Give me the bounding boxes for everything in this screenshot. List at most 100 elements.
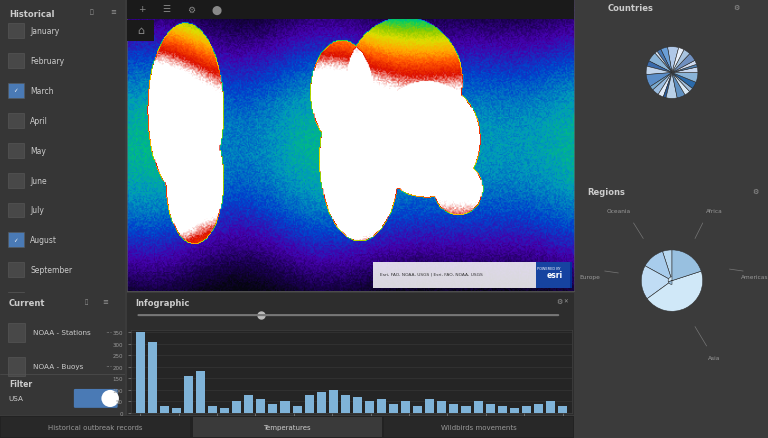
Bar (232, 402, 241, 413)
FancyBboxPatch shape (384, 417, 574, 437)
Wedge shape (646, 73, 672, 87)
Bar (293, 406, 302, 413)
Wedge shape (649, 54, 672, 73)
Wedge shape (672, 49, 684, 73)
FancyBboxPatch shape (74, 389, 118, 408)
Wedge shape (658, 73, 672, 98)
Text: February: February (30, 57, 65, 66)
Bar (377, 399, 386, 413)
Text: August: August (30, 236, 57, 245)
Text: ⬤: ⬤ (212, 5, 222, 14)
Text: Temperatures: Temperatures (263, 424, 311, 430)
FancyBboxPatch shape (8, 263, 24, 278)
Wedge shape (672, 73, 685, 99)
Text: Americas: Americas (741, 275, 768, 279)
Text: +: + (138, 5, 145, 14)
FancyBboxPatch shape (8, 323, 25, 342)
Text: Europe: Europe (579, 275, 600, 279)
FancyBboxPatch shape (8, 323, 24, 338)
FancyBboxPatch shape (8, 203, 24, 218)
Bar (172, 408, 181, 413)
Wedge shape (650, 73, 672, 91)
Bar (329, 390, 338, 413)
Text: September: September (30, 266, 72, 275)
Wedge shape (668, 251, 701, 285)
Bar (316, 392, 326, 413)
Bar (534, 404, 543, 413)
Bar (280, 402, 290, 413)
Wedge shape (646, 67, 672, 75)
FancyBboxPatch shape (8, 293, 24, 307)
Wedge shape (641, 266, 676, 299)
Text: Regions: Regions (588, 188, 625, 197)
Bar (365, 402, 374, 413)
Wedge shape (667, 48, 679, 73)
FancyBboxPatch shape (8, 24, 24, 39)
Bar (305, 395, 313, 413)
Bar (389, 404, 398, 413)
Wedge shape (672, 68, 698, 74)
Bar (147, 342, 157, 413)
Text: Filter: Filter (8, 379, 32, 388)
Text: Africa: Africa (706, 208, 723, 214)
Text: ≡: ≡ (103, 298, 108, 304)
Wedge shape (672, 50, 690, 73)
Bar (413, 406, 422, 413)
Text: ⚙: ⚙ (557, 298, 563, 304)
Text: June: June (30, 176, 47, 185)
Wedge shape (672, 73, 693, 92)
Bar (268, 404, 277, 413)
Text: April: April (30, 117, 48, 125)
FancyBboxPatch shape (193, 417, 382, 437)
Bar (244, 395, 253, 413)
Bar (160, 406, 169, 413)
Wedge shape (647, 62, 672, 73)
Wedge shape (657, 50, 672, 73)
Text: November: November (30, 325, 70, 335)
Text: Current: Current (8, 298, 45, 307)
Wedge shape (666, 73, 677, 99)
Bar (257, 399, 266, 413)
Text: Oceania: Oceania (606, 208, 631, 214)
Text: 🔍: 🔍 (90, 10, 94, 15)
Text: ✕: ✕ (563, 298, 568, 304)
Bar (196, 371, 205, 413)
Bar (510, 408, 518, 413)
Text: Infographic: Infographic (136, 298, 190, 307)
Circle shape (101, 390, 119, 407)
Bar (341, 395, 350, 413)
Text: esri: esri (546, 271, 562, 280)
FancyBboxPatch shape (8, 233, 24, 248)
Bar (474, 402, 482, 413)
Text: Historical outbreak records: Historical outbreak records (48, 424, 143, 430)
Text: January: January (30, 27, 59, 35)
Wedge shape (672, 73, 690, 95)
Text: Asia: Asia (708, 355, 720, 360)
Bar (485, 404, 495, 413)
Text: October: October (30, 296, 61, 305)
Text: Esri, FAO, NOAA, USGS | Esri, FAO, NOAA, USGS: Esri, FAO, NOAA, USGS | Esri, FAO, NOAA,… (379, 272, 482, 276)
FancyBboxPatch shape (8, 53, 24, 68)
Text: ✓: ✓ (13, 88, 18, 93)
Bar (401, 402, 410, 413)
Text: ···: ··· (105, 362, 113, 371)
Text: March: March (30, 86, 54, 95)
Bar (558, 406, 567, 413)
Text: Historical: Historical (8, 10, 55, 18)
Bar (449, 404, 458, 413)
Wedge shape (660, 48, 672, 73)
Bar (184, 376, 193, 413)
Bar (546, 402, 555, 413)
Wedge shape (655, 52, 672, 73)
Text: ⌂: ⌂ (137, 26, 144, 36)
Text: May: May (30, 146, 46, 155)
Wedge shape (653, 73, 672, 95)
FancyBboxPatch shape (127, 0, 574, 20)
Wedge shape (672, 73, 696, 89)
FancyBboxPatch shape (8, 353, 24, 367)
FancyBboxPatch shape (8, 84, 24, 99)
FancyBboxPatch shape (373, 262, 570, 288)
Bar (462, 406, 471, 413)
Text: ···: ··· (105, 328, 113, 337)
FancyBboxPatch shape (8, 143, 24, 158)
